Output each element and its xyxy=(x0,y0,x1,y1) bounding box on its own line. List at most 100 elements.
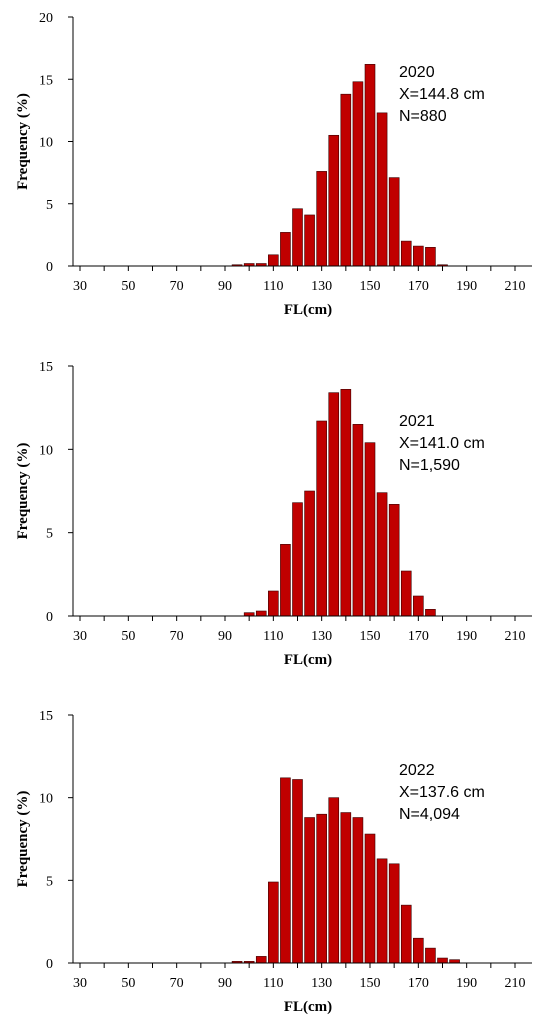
histogram-bar xyxy=(280,777,291,964)
histogram-bar xyxy=(280,232,291,267)
x-tick-label: 190 xyxy=(456,279,477,294)
x-tick-label: 210 xyxy=(505,279,526,294)
y-tick-label: 0 xyxy=(46,260,53,275)
x-tick-label: 150 xyxy=(360,629,381,644)
chart-panel-1: 0 5 10 15 30 50 70 90 110 130 150 170 190 210 FL(cm) Fr… xyxy=(15,360,532,668)
x-tick-label: 70 xyxy=(170,976,184,991)
histogram-bar xyxy=(304,214,315,267)
x-tick-label: 170 xyxy=(408,279,429,294)
histogram-bar xyxy=(376,112,388,267)
histogram-bar xyxy=(292,502,303,617)
x-tick-label: 210 xyxy=(505,976,526,991)
histogram-bar xyxy=(304,490,315,617)
x-axis-title: FL(cm) xyxy=(284,999,332,1015)
y-tick-label: 5 xyxy=(46,874,53,889)
x-tick-label: 130 xyxy=(311,629,332,644)
y-axis-title: Frequency (%) xyxy=(15,443,31,540)
y-tick-label: 15 xyxy=(39,360,53,375)
histogram-bar xyxy=(340,389,352,617)
annotation-line: X=141.0 cm xyxy=(399,435,485,452)
annotation-line: N=880 xyxy=(399,108,447,125)
x-tick-label: 90 xyxy=(218,279,232,294)
y-axis-title: Frequency (%) xyxy=(15,791,31,888)
histogram-bar xyxy=(328,134,340,267)
x-tick-label: 210 xyxy=(505,629,526,644)
chart-panel-0: 0 5 10 15 20 30 50 70 90 110 130 150 170 190 210 FL(cm)… xyxy=(15,11,532,318)
x-tick-label: 30 xyxy=(73,279,87,294)
annotation-line: N=4,094 xyxy=(399,806,460,823)
y-tick-label: 10 xyxy=(39,792,53,807)
histogram-bar xyxy=(255,956,267,964)
histogram-bar xyxy=(437,957,448,964)
histogram-bar xyxy=(376,492,388,617)
histogram-bar xyxy=(328,392,340,617)
x-tick-label: 170 xyxy=(408,629,429,644)
annotation-line: X=137.6 cm xyxy=(399,784,485,801)
histogram-bar xyxy=(388,504,400,617)
x-tick-label: 130 xyxy=(311,976,332,991)
histogram-bar xyxy=(268,881,279,964)
histogram-bar xyxy=(255,610,267,617)
y-tick-label: 15 xyxy=(39,73,53,88)
x-tick-label: 30 xyxy=(73,629,87,644)
x-tick-label: 110 xyxy=(263,279,283,294)
histogram-bar xyxy=(316,171,327,267)
chart-panel-2: 0 5 10 15 30 50 70 90 110 130 150 170 190 210 FL(cm) Fr… xyxy=(15,709,532,1015)
histogram-bar xyxy=(340,812,352,964)
annotation-line: N=1,590 xyxy=(399,457,460,474)
histogram-bar xyxy=(425,947,436,964)
histogram-bar xyxy=(413,595,424,617)
histogram-bar xyxy=(400,904,412,964)
histogram-bar xyxy=(292,208,303,267)
annotation-line: 2020 xyxy=(399,64,435,81)
y-tick-label: 5 xyxy=(46,527,53,542)
x-tick-label: 110 xyxy=(263,976,283,991)
histogram-bar xyxy=(400,570,412,617)
histogram-bar xyxy=(268,590,279,617)
histogram-bar xyxy=(388,177,400,267)
histogram-bar xyxy=(304,817,315,964)
x-tick-label: 50 xyxy=(121,279,135,294)
x-tick-label: 70 xyxy=(170,279,184,294)
x-tick-label: 30 xyxy=(73,976,87,991)
x-axis-title: FL(cm) xyxy=(284,652,332,668)
annotation-line: 2022 xyxy=(399,762,435,779)
histogram-bar xyxy=(316,420,327,617)
x-tick-label: 110 xyxy=(263,629,283,644)
x-tick-label: 50 xyxy=(121,629,135,644)
x-tick-label: 170 xyxy=(408,976,429,991)
histogram-bar xyxy=(328,797,340,964)
y-axis-title: Frequency (%) xyxy=(15,93,31,190)
x-tick-label: 90 xyxy=(218,976,232,991)
histogram-bar xyxy=(388,863,400,964)
y-tick-label: 10 xyxy=(39,443,53,458)
histogram-bar xyxy=(425,609,436,617)
histogram-bar xyxy=(425,247,436,267)
y-tick-label: 10 xyxy=(39,136,53,151)
y-tick-label: 15 xyxy=(39,709,53,724)
y-tick-label: 0 xyxy=(46,957,53,972)
x-axis-title: FL(cm) xyxy=(284,302,332,318)
x-tick-label: 70 xyxy=(170,629,184,644)
x-tick-label: 190 xyxy=(456,629,477,644)
y-tick-label: 0 xyxy=(46,610,53,625)
annotation-line: 2021 xyxy=(399,413,435,430)
x-tick-label: 150 xyxy=(360,279,381,294)
histogram-bar xyxy=(340,93,352,267)
histogram-bar xyxy=(400,240,412,267)
annotation-line: X=144.8 cm xyxy=(399,86,485,103)
x-tick-label: 130 xyxy=(311,279,332,294)
histogram-bar xyxy=(364,442,376,617)
x-tick-label: 90 xyxy=(218,629,232,644)
histogram-bar xyxy=(268,254,279,267)
histogram-bar xyxy=(352,817,364,964)
histogram-bar xyxy=(413,937,424,964)
histogram-bar xyxy=(376,858,388,964)
y-tick-label: 20 xyxy=(39,11,53,26)
histogram-bar xyxy=(352,424,364,617)
histogram-bar xyxy=(352,81,364,267)
x-tick-label: 190 xyxy=(456,976,477,991)
x-tick-label: 50 xyxy=(121,976,135,991)
histogram-bar xyxy=(364,64,376,267)
